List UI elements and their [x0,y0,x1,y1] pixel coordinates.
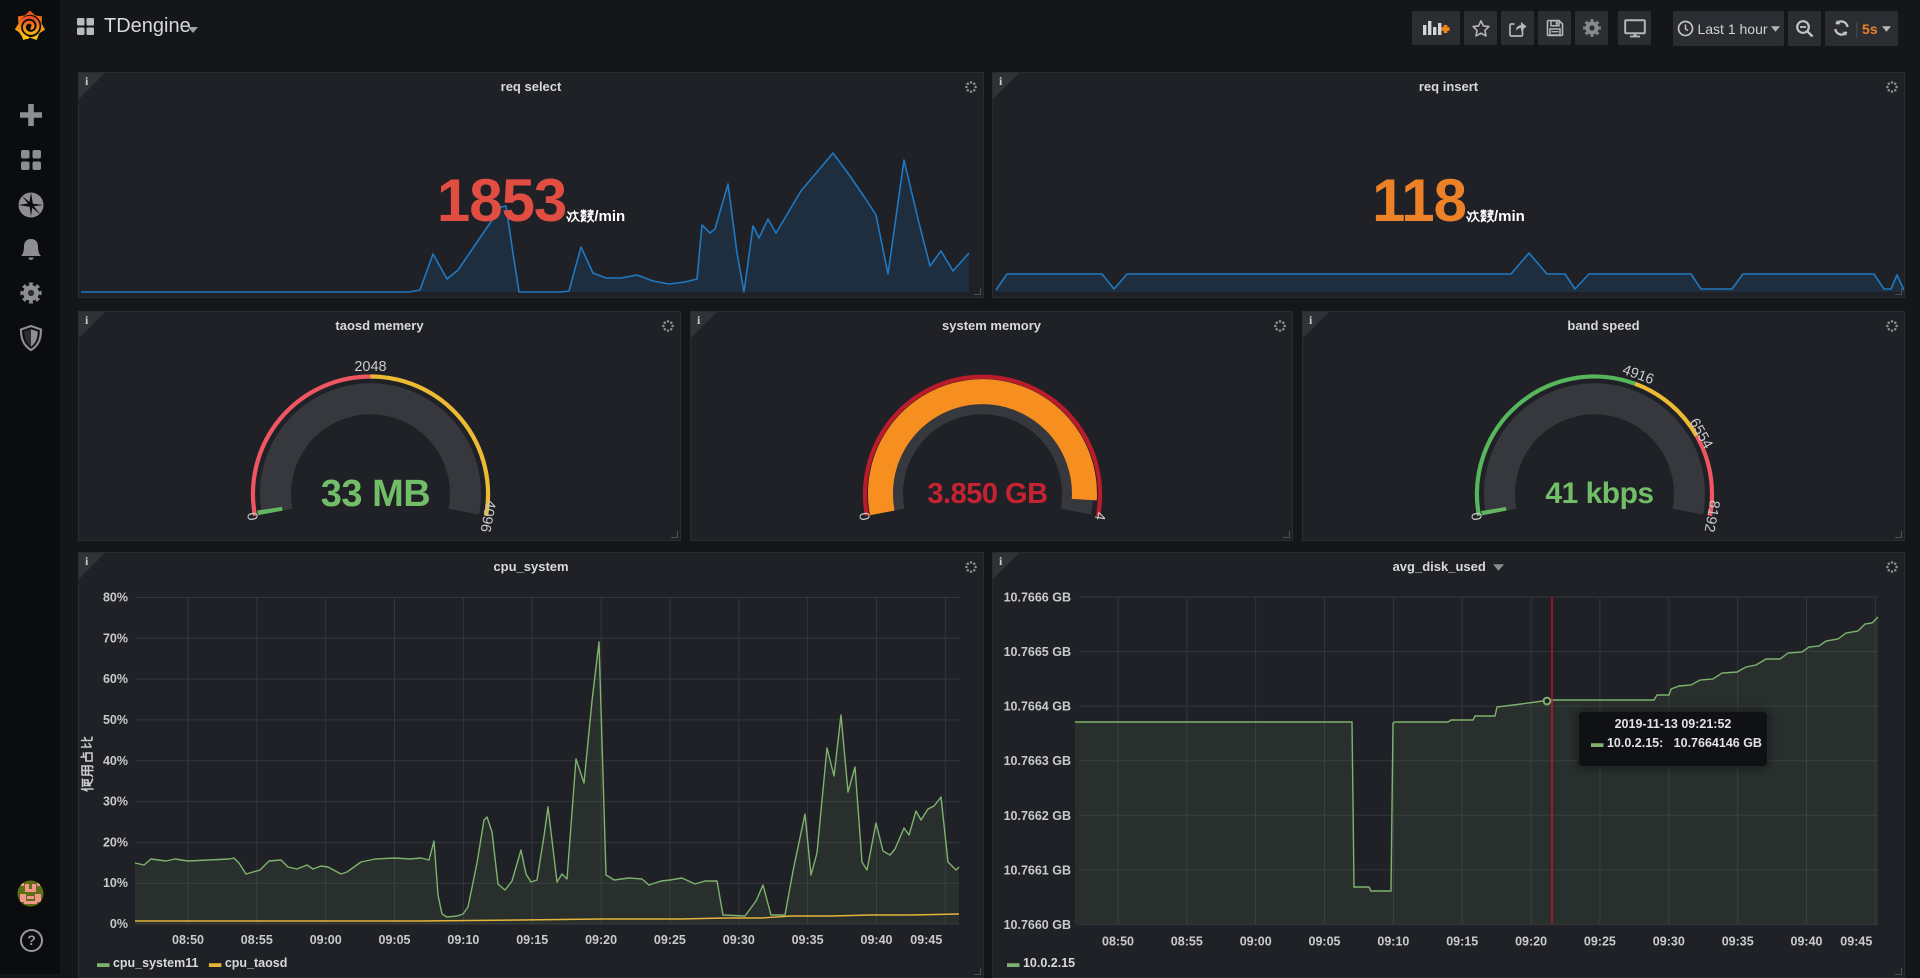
svg-text:09:00: 09:00 [1240,934,1272,948]
svg-text:10.7660 GB: 10.7660 GB [1004,918,1071,932]
svg-text:08:55: 08:55 [241,933,273,947]
svg-text:09:00: 09:00 [310,933,342,947]
svg-text:09:35: 09:35 [1722,934,1754,948]
svg-text:80%: 80% [103,591,128,605]
svg-text:09:40: 09:40 [861,933,893,947]
svg-text:09:25: 09:25 [654,933,686,947]
svg-text:08:50: 08:50 [172,933,204,947]
svg-text:10.7662 GB: 10.7662 GB [1004,809,1071,823]
svg-text:09:20: 09:20 [1515,934,1547,948]
svg-text:50%: 50% [103,713,128,727]
svg-text:10.7666 GB: 10.7666 GB [1004,591,1071,605]
svg-text:09:05: 09:05 [1309,934,1341,948]
svg-text:08:55: 08:55 [1171,934,1203,948]
svg-text:09:40: 09:40 [1791,934,1823,948]
svg-text:08:50: 08:50 [1102,934,1134,948]
svg-text:8192: 8192 [1701,499,1723,534]
svg-text:10.7663 GB: 10.7663 GB [1004,754,1071,768]
svg-text:10.7661 GB: 10.7661 GB [1004,863,1071,877]
svg-text:09:05: 09:05 [379,933,411,947]
svg-text:0: 0 [1469,511,1486,522]
svg-text:09:30: 09:30 [723,933,755,947]
svg-text:30%: 30% [103,795,128,809]
svg-text:09:15: 09:15 [1446,934,1478,948]
svg-text:09:45: 09:45 [1840,934,1872,948]
svg-text:4: 4 [1091,511,1108,522]
svg-text:09:45: 09:45 [910,933,942,947]
svg-text:0: 0 [245,511,262,522]
svg-text:40%: 40% [103,754,128,768]
svg-text:20%: 20% [103,835,128,849]
svg-text:10%: 10% [103,876,128,890]
svg-text:09:15: 09:15 [516,933,548,947]
svg-text:0%: 0% [110,917,128,931]
svg-text:09:10: 09:10 [447,933,479,947]
svg-text:0: 0 [857,511,874,522]
svg-text:2048: 2048 [354,359,386,375]
svg-text:70%: 70% [103,631,128,645]
svg-text:4096: 4096 [477,499,499,534]
svg-text:09:10: 09:10 [1377,934,1409,948]
svg-text:10.7664 GB: 10.7664 GB [1004,700,1071,714]
svg-text:10.7665 GB: 10.7665 GB [1004,645,1071,659]
svg-text:09:30: 09:30 [1653,934,1685,948]
svg-text:09:20: 09:20 [585,933,617,947]
svg-text:09:25: 09:25 [1584,934,1616,948]
svg-text:09:35: 09:35 [792,933,824,947]
svg-text:60%: 60% [103,672,128,686]
